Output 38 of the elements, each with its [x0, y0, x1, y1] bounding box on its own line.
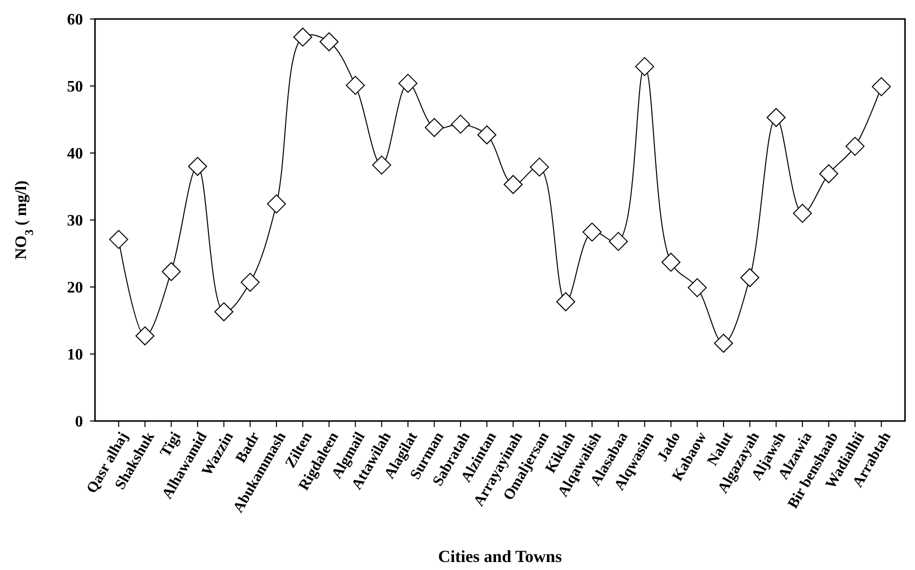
point — [661, 252, 680, 272]
y-tick-label: 20 — [67, 280, 83, 297]
y-tick-label: 10 — [67, 346, 83, 364]
point — [135, 326, 154, 346]
point — [688, 278, 707, 298]
point — [819, 164, 838, 184]
point — [608, 232, 628, 251]
point — [635, 57, 654, 76]
point — [556, 292, 576, 312]
point — [293, 28, 312, 47]
point — [451, 114, 470, 134]
point — [740, 268, 760, 288]
y-tick-label: 30 — [67, 212, 83, 230]
point — [188, 156, 208, 176]
point — [398, 74, 418, 93]
point — [872, 77, 891, 96]
y-tick-label: 40 — [67, 146, 83, 163]
point — [424, 118, 444, 138]
point — [162, 262, 181, 282]
point — [582, 222, 602, 242]
y-tick-label: 60 — [67, 12, 83, 29]
point — [504, 174, 523, 194]
point — [714, 334, 734, 353]
point — [846, 136, 865, 156]
point — [266, 194, 286, 214]
x-axis-title: Cities and Towns — [438, 547, 562, 566]
y-tick-label: 0 — [75, 414, 83, 431]
point — [320, 32, 339, 52]
point — [346, 76, 365, 95]
point — [240, 272, 260, 292]
point — [109, 230, 128, 249]
point — [214, 302, 234, 322]
y-tick-label: 50 — [67, 78, 83, 96]
point — [766, 108, 786, 127]
point — [477, 125, 496, 144]
point — [530, 158, 549, 177]
point — [792, 204, 812, 223]
point — [372, 156, 392, 175]
